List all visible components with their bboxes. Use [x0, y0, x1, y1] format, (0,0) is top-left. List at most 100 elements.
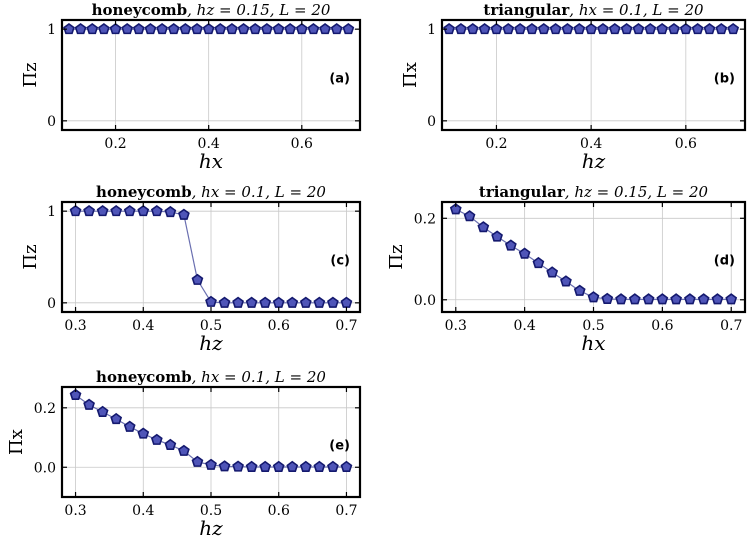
data-point: [83, 204, 95, 217]
data-point: [587, 291, 600, 303]
y-axis-label: Πz: [20, 62, 41, 87]
data-point: [83, 398, 95, 410]
x-tick-label: 0.5: [200, 503, 222, 519]
panel-title-lattice: honeycomb: [96, 368, 192, 386]
data-point: [601, 292, 614, 304]
y-axis-label: Πx: [400, 62, 421, 88]
data-point: [272, 22, 285, 35]
data-point: [518, 247, 531, 259]
chart-panel-e: 0.3 0.4 0.5 0.6 0.7 0.0 0.2 (e) honeycomb, hx = …: [6, 368, 362, 540]
data-point: [137, 204, 150, 217]
y-tick-label: 1: [427, 22, 436, 38]
y-tick-label: 0.2: [414, 211, 436, 227]
data-point: [74, 22, 87, 35]
data-point: [449, 203, 462, 215]
y-tick-label: 0: [427, 114, 436, 130]
data-point: [259, 460, 272, 472]
data-point: [86, 22, 99, 35]
data-point: [137, 427, 150, 439]
data-point: [218, 460, 231, 472]
x-tick-label: 0.3: [64, 318, 86, 334]
data-point: [284, 22, 297, 35]
data-point: [632, 22, 645, 35]
panel-title: honeycomb, hz = 0.15, L = 20: [92, 1, 331, 19]
data-point: [144, 22, 157, 35]
chart-panel-b: 0.2 0.4 0.6 0 1 (b) triangular, hx = 0.1, L = …: [400, 1, 747, 173]
data-point: [218, 296, 231, 308]
data-point: [110, 412, 123, 425]
data-point: [132, 22, 145, 35]
data-point: [226, 22, 238, 35]
data-point: [585, 22, 598, 35]
panel-title-params: , hx = 0.1, L = 20: [192, 368, 327, 386]
panel-title: honeycomb, hx = 0.1, L = 20: [96, 183, 326, 201]
data-point: [725, 293, 738, 305]
data-point: [164, 438, 177, 450]
data-point: [191, 273, 204, 285]
data-point: [502, 22, 515, 35]
data-point: [286, 460, 299, 472]
data-point: [295, 22, 308, 35]
y-tick-label: 1: [47, 22, 56, 38]
y-axis-label: Πz: [20, 244, 41, 269]
x-tick-label: 0.6: [675, 136, 697, 152]
data-point: [150, 204, 163, 217]
data-point: [656, 22, 669, 35]
plot-frame: [60, 18, 362, 132]
data-point: [573, 22, 586, 35]
data-point: [319, 22, 331, 35]
x-tick-label: 0.6: [651, 318, 673, 334]
data-point: [121, 22, 134, 35]
data-point: [202, 22, 215, 35]
data-point: [191, 455, 204, 467]
panel-label: (e): [329, 439, 350, 454]
x-tick-label: 0.4: [514, 318, 536, 334]
x-tick-label: 0.6: [268, 318, 290, 334]
x-axis-label: hx: [199, 149, 223, 173]
data-point: [164, 205, 177, 218]
data-point: [167, 22, 180, 35]
data-point: [63, 22, 75, 35]
data-point: [615, 293, 627, 305]
data-point: [96, 204, 109, 217]
data-point: [249, 22, 262, 35]
data-point: [532, 256, 545, 269]
data-point: [327, 460, 339, 472]
data-point: [110, 204, 123, 217]
panel-title-lattice: triangular: [483, 1, 570, 19]
plot-frame: [440, 18, 747, 132]
panel-title: honeycomb, hx = 0.1, L = 20: [96, 368, 326, 386]
data-point: [245, 296, 258, 308]
y-axis-label: Πz: [386, 244, 407, 269]
x-tick-label: 0.5: [200, 318, 222, 334]
x-tick-label: 0.7: [720, 318, 742, 334]
x-tick-label: 0.2: [485, 136, 507, 152]
data-point: [313, 296, 326, 308]
data-point: [245, 460, 258, 472]
data-point: [178, 208, 190, 220]
x-axis-label: hx: [581, 331, 605, 355]
data-point: [307, 22, 320, 35]
chart-panel-a: 0.2 0.4 0.6 0 1 (a) honeycomb, hz = 0.15, L = …: [20, 1, 362, 173]
y-tick-label: 0: [47, 296, 56, 312]
data-point: [123, 420, 136, 432]
data-point: [286, 296, 299, 308]
x-tick-label: 0.2: [104, 136, 126, 152]
x-tick-label: 0.6: [268, 503, 290, 519]
data-point: [327, 296, 339, 308]
data-point: [69, 204, 82, 217]
x-tick-label: 0.4: [198, 136, 220, 152]
data-point: [299, 296, 312, 308]
data-point: [342, 22, 355, 35]
x-tick-label: 0.7: [335, 318, 357, 334]
data-point: [178, 444, 190, 456]
chart-panel-d: 0.3 0.4 0.5 0.6 0.7 0.0 0.2 (d) triangular, hz =…: [386, 183, 747, 355]
data-point: [272, 296, 285, 308]
data-point: [727, 22, 740, 35]
data-point: [191, 22, 203, 35]
data-point: [232, 296, 244, 308]
data-point: [205, 458, 217, 470]
data-point: [299, 460, 312, 472]
y-tick-label: 1: [47, 204, 56, 220]
data-point: [628, 293, 641, 305]
